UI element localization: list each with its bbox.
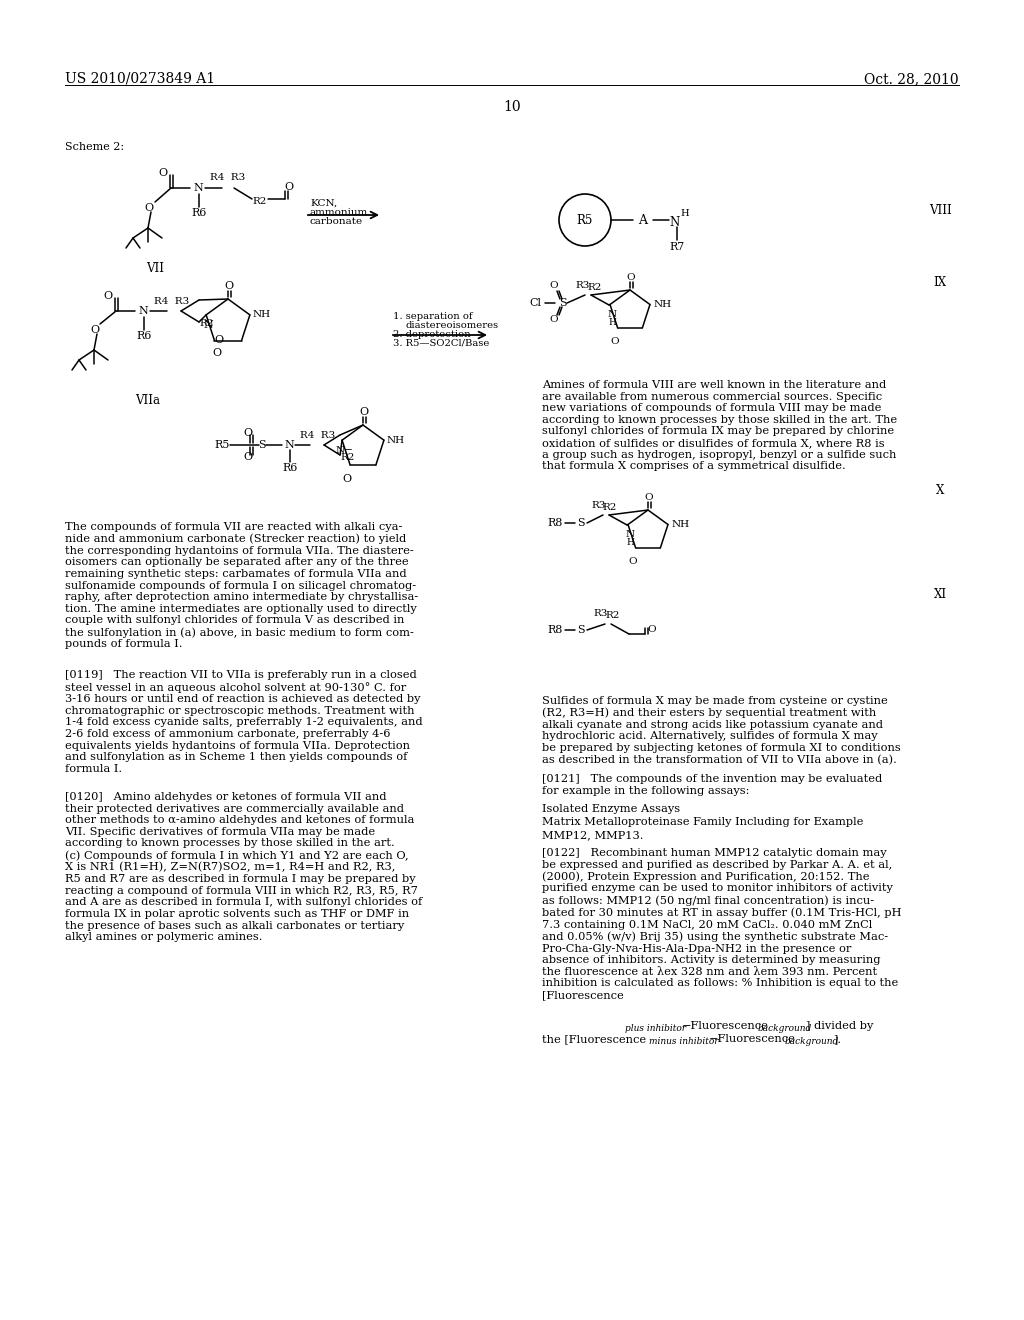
Text: Cl: Cl xyxy=(529,298,541,308)
Text: R4  R3: R4 R3 xyxy=(155,297,189,305)
Text: IX: IX xyxy=(934,276,946,289)
Text: minus inhibitor: minus inhibitor xyxy=(649,1038,719,1047)
Text: NH: NH xyxy=(654,300,672,309)
Text: O: O xyxy=(610,338,618,346)
Text: R3: R3 xyxy=(575,281,590,289)
Text: R3: R3 xyxy=(594,610,608,619)
Text: H: H xyxy=(608,318,616,327)
Text: O: O xyxy=(212,347,221,358)
Text: 10: 10 xyxy=(503,100,521,114)
Text: H: H xyxy=(626,539,634,546)
Text: VIIa: VIIa xyxy=(135,393,161,407)
Text: The compounds of formula VII are reacted with alkali cya-
nide and ammonium carb: The compounds of formula VII are reacted… xyxy=(65,521,418,649)
Text: O: O xyxy=(285,182,294,191)
Text: NH: NH xyxy=(253,310,271,319)
Text: MMP12, MMP13.: MMP12, MMP13. xyxy=(542,830,643,840)
Text: NH: NH xyxy=(387,436,404,445)
Text: S: S xyxy=(578,624,585,635)
Text: O: O xyxy=(224,281,233,290)
Text: [0122]   Recombinant human MMP12 catalytic domain may
be expressed and purified : [0122] Recombinant human MMP12 catalytic… xyxy=(542,847,901,1001)
Text: R2: R2 xyxy=(606,611,621,620)
Text: O: O xyxy=(629,557,637,566)
Text: O: O xyxy=(648,626,656,635)
Text: R6: R6 xyxy=(191,209,207,218)
Text: N: N xyxy=(138,306,147,315)
Text: ] divided by: ] divided by xyxy=(806,1020,873,1031)
Text: plus inhibitor: plus inhibitor xyxy=(625,1024,686,1032)
Text: N: N xyxy=(194,183,203,193)
Text: N: N xyxy=(284,440,294,450)
Text: ammonium: ammonium xyxy=(310,209,369,216)
Text: O: O xyxy=(90,325,99,335)
Text: 2. deprotection: 2. deprotection xyxy=(393,330,471,339)
Text: S: S xyxy=(559,298,567,308)
Text: O: O xyxy=(342,474,351,484)
Text: ].: ]. xyxy=(833,1034,841,1044)
Text: R2: R2 xyxy=(588,282,602,292)
Text: O: O xyxy=(627,272,635,281)
Text: 3. R5—SO2Cl/Base: 3. R5—SO2Cl/Base xyxy=(393,339,489,348)
Text: diastereoisomeres: diastereoisomeres xyxy=(406,321,498,330)
Text: Matrix Metalloproteinase Family Including for Example: Matrix Metalloproteinase Family Includin… xyxy=(542,817,863,828)
Text: −Fluorescence: −Fluorescence xyxy=(709,1034,796,1044)
Text: N: N xyxy=(607,310,616,319)
Text: R8: R8 xyxy=(547,517,562,528)
Text: [0121]   The compounds of the invention may be evaluated
for example in the foll: [0121] The compounds of the invention ma… xyxy=(542,774,883,796)
Text: Scheme 2:: Scheme 2: xyxy=(65,143,124,152)
Text: R2: R2 xyxy=(341,453,355,462)
Text: R8: R8 xyxy=(547,624,562,635)
Text: R4  R3: R4 R3 xyxy=(210,173,246,182)
Text: X: X xyxy=(936,483,944,496)
Text: R6: R6 xyxy=(283,463,298,473)
Text: XI: XI xyxy=(934,589,946,602)
Text: the [Fluorescence: the [Fluorescence xyxy=(542,1034,646,1044)
Text: A: A xyxy=(639,214,647,227)
Text: R6: R6 xyxy=(136,331,152,341)
Text: background: background xyxy=(758,1024,812,1032)
Text: O: O xyxy=(244,451,253,462)
Text: R7: R7 xyxy=(670,242,685,252)
Text: 1. separation of: 1. separation of xyxy=(393,312,473,321)
Text: O: O xyxy=(244,428,253,438)
Text: H: H xyxy=(681,209,689,218)
Text: VIII: VIII xyxy=(929,203,951,216)
Text: Oct. 28, 2010: Oct. 28, 2010 xyxy=(864,73,959,86)
Text: NH: NH xyxy=(672,520,690,529)
Text: O: O xyxy=(103,290,113,301)
Text: O: O xyxy=(159,168,168,178)
Text: S: S xyxy=(258,440,266,450)
Text: O: O xyxy=(550,281,558,290)
Text: S: S xyxy=(578,517,585,528)
Text: background: background xyxy=(785,1038,840,1047)
Text: [0119]   The reaction VII to VIIa is preferably run in a closed
steel vessel in : [0119] The reaction VII to VIIa is prefe… xyxy=(65,671,423,774)
Text: Amines of formula VIII are well known in the literature and
are available from n: Amines of formula VIII are well known in… xyxy=(542,380,897,471)
Text: R5: R5 xyxy=(214,440,229,450)
Text: carbonate: carbonate xyxy=(310,216,364,226)
Text: [0120]   Amino aldehydes or ketones of formula VII and
their protected derivativ: [0120] Amino aldehydes or ketones of for… xyxy=(65,792,422,942)
Text: Sulfides of formula X may be made from cysteine or cystine
(R2, R3=H) and their : Sulfides of formula X may be made from c… xyxy=(542,696,901,766)
Text: O: O xyxy=(144,203,154,213)
Text: O: O xyxy=(645,492,653,502)
Text: O: O xyxy=(550,315,558,325)
Text: KCN,: KCN, xyxy=(310,199,337,209)
Text: VII: VII xyxy=(146,261,164,275)
Text: O: O xyxy=(359,407,369,417)
Text: −Fluorescence: −Fluorescence xyxy=(682,1020,769,1031)
Text: R3: R3 xyxy=(592,500,606,510)
Text: N: N xyxy=(670,215,680,228)
Text: N: N xyxy=(626,531,635,539)
Text: Isolated Enzyme Assays: Isolated Enzyme Assays xyxy=(542,804,680,814)
Text: R4  R3: R4 R3 xyxy=(300,430,336,440)
Text: N: N xyxy=(203,319,213,330)
Text: O: O xyxy=(214,334,223,345)
Text: R2: R2 xyxy=(603,503,617,511)
Text: US 2010/0273849 A1: US 2010/0273849 A1 xyxy=(65,73,215,86)
Text: R2: R2 xyxy=(200,319,214,329)
Text: R2: R2 xyxy=(253,197,267,206)
Text: N−: N− xyxy=(335,446,353,454)
Text: R5: R5 xyxy=(577,214,593,227)
